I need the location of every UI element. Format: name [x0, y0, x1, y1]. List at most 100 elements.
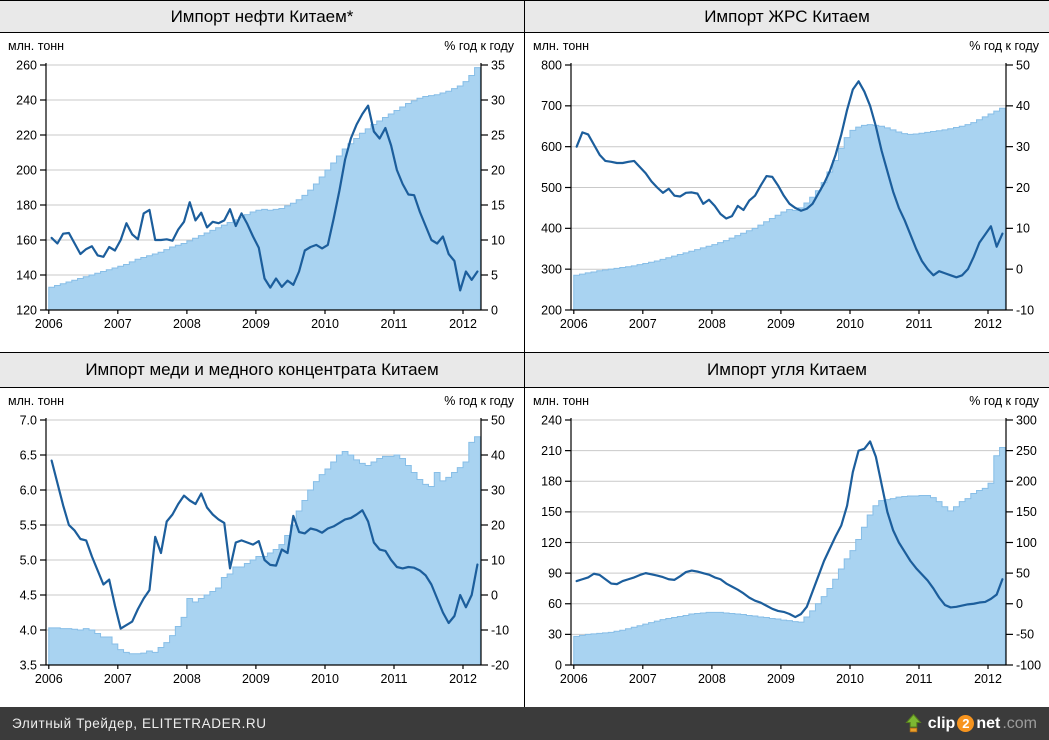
- svg-text:0: 0: [491, 588, 498, 602]
- clip2net-arrow-icon: [905, 714, 922, 733]
- svg-text:5.0: 5.0: [20, 553, 37, 567]
- coal-chart-body: млн. тонн % год к году 0 30 60 90 120 150 180 2…: [525, 388, 1049, 707]
- svg-text:300: 300: [1016, 413, 1037, 427]
- svg-text:2009: 2009: [767, 672, 795, 686]
- svg-text:30: 30: [491, 93, 505, 107]
- left-axis-unit-label: млн. тонн: [8, 39, 65, 53]
- svg-text:0: 0: [1016, 262, 1023, 276]
- svg-text:15: 15: [491, 198, 505, 212]
- right-axis-unit-label: % год к году: [444, 39, 514, 53]
- left-axis-unit-label: млн. тонн: [8, 394, 65, 408]
- svg-text:-10: -10: [491, 623, 509, 637]
- svg-text:50: 50: [1016, 566, 1030, 580]
- svg-text:220: 220: [16, 128, 37, 142]
- svg-text:210: 210: [541, 444, 562, 458]
- svg-text:6.5: 6.5: [20, 448, 37, 462]
- svg-text:10: 10: [491, 233, 505, 247]
- svg-text:60: 60: [548, 597, 562, 611]
- left-axis-unit-label: млн. тонн: [533, 39, 590, 53]
- svg-text:2010: 2010: [836, 317, 864, 331]
- svg-text:30: 30: [491, 483, 505, 497]
- svg-text:0: 0: [1016, 597, 1023, 611]
- svg-text:90: 90: [548, 566, 562, 580]
- svg-text:2009: 2009: [242, 672, 270, 686]
- svg-text:2012: 2012: [974, 317, 1002, 331]
- svg-text:100: 100: [1016, 536, 1037, 550]
- svg-text:50: 50: [1016, 58, 1030, 72]
- svg-text:2007: 2007: [104, 317, 132, 331]
- logo-text-dotcom: .com: [1002, 714, 1037, 732]
- oil-chart-body: млн. тонн % год к году 120 140 160 180 200 22…: [0, 33, 524, 352]
- svg-text:0: 0: [555, 658, 562, 672]
- svg-text:2011: 2011: [906, 317, 933, 331]
- svg-text:140: 140: [16, 268, 37, 282]
- copper-chart-title: Импорт меди и медного концентрата Китаем: [0, 352, 524, 388]
- top-charts-row: Импорт нефти Китаем* млн. тонн % год к г…: [0, 0, 1049, 352]
- logo-badge-2: 2: [957, 715, 975, 732]
- svg-text:2006: 2006: [560, 672, 588, 686]
- copper-imports-panel: Импорт меди и медного концентрата Китаем…: [0, 352, 524, 707]
- svg-text:500: 500: [541, 181, 562, 195]
- svg-text:2008: 2008: [698, 317, 726, 331]
- site-credit-text: Элитный Трейдер, ELITETRADER.RU: [12, 716, 267, 731]
- svg-text:200: 200: [1016, 475, 1037, 489]
- svg-text:150: 150: [1016, 505, 1037, 519]
- svg-text:2010: 2010: [311, 672, 339, 686]
- svg-text:10: 10: [1016, 222, 1030, 236]
- svg-text:200: 200: [541, 303, 562, 317]
- svg-text:25: 25: [491, 128, 505, 142]
- coal-imports-panel: Импорт угля Китаем млн. тонн % год к год…: [524, 352, 1049, 707]
- svg-text:2010: 2010: [311, 317, 339, 331]
- svg-text:40: 40: [1016, 99, 1030, 113]
- svg-text:2011: 2011: [381, 317, 408, 331]
- svg-text:-100: -100: [1016, 658, 1041, 672]
- svg-text:180: 180: [16, 198, 37, 212]
- svg-text:240: 240: [16, 93, 37, 107]
- svg-text:30: 30: [1016, 140, 1030, 154]
- svg-text:400: 400: [541, 222, 562, 236]
- svg-text:50: 50: [491, 413, 505, 427]
- svg-text:20: 20: [491, 518, 505, 532]
- svg-text:2011: 2011: [381, 672, 408, 686]
- footer-bar: Элитный Трейдер, ELITETRADER.RU clip 2 n…: [0, 707, 1049, 740]
- svg-text:2006: 2006: [560, 317, 588, 331]
- svg-text:2006: 2006: [35, 317, 63, 331]
- iron-ore-chart-body: млн. тонн % год к году 200 300 400 500 600 70…: [525, 33, 1049, 352]
- svg-text:4.0: 4.0: [20, 623, 37, 637]
- svg-text:2012: 2012: [974, 672, 1002, 686]
- svg-text:2012: 2012: [449, 672, 477, 686]
- svg-text:5: 5: [491, 268, 498, 282]
- copper-imports-chart: 3.5 4.0 4.5 5.0 5.5 6.0 6.5 7.0 -20 -10 0 10 20 30 40 5…: [20, 413, 510, 686]
- iron-ore-chart-title: Импорт ЖРС Китаем: [525, 0, 1049, 33]
- svg-text:120: 120: [16, 303, 37, 317]
- svg-text:2008: 2008: [173, 317, 201, 331]
- svg-text:2012: 2012: [449, 317, 477, 331]
- left-axis-unit-label: млн. тонн: [533, 394, 590, 408]
- svg-text:2009: 2009: [767, 317, 795, 331]
- svg-text:150: 150: [541, 505, 562, 519]
- svg-text:2007: 2007: [629, 672, 657, 686]
- svg-text:-50: -50: [1016, 628, 1034, 642]
- right-axis-unit-label: % год к году: [969, 394, 1039, 408]
- clip2net-logo[interactable]: clip 2 net .com: [905, 714, 1037, 733]
- copper-chart-body: млн. тонн % год к году 3.5 4.0 4.5 5.0 5.5 6.…: [0, 388, 524, 707]
- svg-text:2007: 2007: [629, 317, 657, 331]
- svg-text:160: 160: [16, 233, 37, 247]
- svg-text:10: 10: [491, 553, 505, 567]
- svg-text:2006: 2006: [35, 672, 63, 686]
- svg-text:5.5: 5.5: [20, 518, 37, 532]
- svg-text:700: 700: [541, 99, 562, 113]
- coal-chart-title: Импорт угля Китаем: [525, 352, 1049, 388]
- svg-text:2008: 2008: [173, 672, 201, 686]
- svg-text:250: 250: [1016, 444, 1037, 458]
- svg-text:2011: 2011: [906, 672, 933, 686]
- svg-text:-10: -10: [1016, 303, 1034, 317]
- svg-text:6.0: 6.0: [20, 483, 37, 497]
- iron-ore-imports-panel: Импорт ЖРС Китаем млн. тонн % год к году…: [524, 0, 1049, 352]
- svg-text:40: 40: [491, 448, 505, 462]
- svg-text:20: 20: [1016, 181, 1030, 195]
- oil-chart-title: Импорт нефти Китаем*: [0, 0, 524, 33]
- svg-text:4.5: 4.5: [20, 588, 37, 602]
- svg-text:35: 35: [491, 58, 505, 72]
